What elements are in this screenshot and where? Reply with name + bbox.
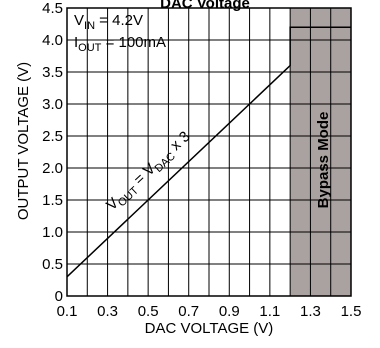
y-tick-label: 4.5 — [42, 0, 63, 17]
y-tick-label: 2.0 — [42, 160, 63, 177]
chart-title: DAC Voltage — [160, 0, 250, 12]
y-axis-label: OUTPUT VOLTAGE (V) — [15, 62, 32, 220]
x-tick-labels: 0.1 0.3 0.5 0.7 0.9 1.1 1.3 1.5 — [57, 303, 362, 320]
plot-frame — [66, 7, 352, 297]
y-tick-label: 3.5 — [42, 64, 63, 81]
y-tick-label: 0 — [55, 288, 63, 305]
x-tick-label: 0.1 — [57, 303, 78, 320]
y-tick-label: 0.5 — [42, 256, 63, 273]
x-tick-label: 1.5 — [341, 303, 362, 320]
y-tick-label: 2.5 — [42, 128, 63, 145]
formula-annotation: VOUT = VDAC x 3 — [103, 128, 195, 216]
vin-annotation: VIN = 4.2V — [74, 12, 143, 32]
y-tick-label: 3.0 — [42, 96, 63, 113]
x-tick-label: 0.3 — [97, 303, 118, 320]
y-tick-label: 1.0 — [42, 224, 63, 241]
x-tick-label: 1.3 — [300, 303, 321, 320]
series-line — [66, 26, 351, 278]
x-tick-label: 0.9 — [219, 303, 240, 320]
x-tick-label: 0.5 — [138, 303, 159, 320]
x-tick-label: 0.7 — [178, 303, 199, 320]
x-tick-label: 1.1 — [259, 303, 280, 320]
y-tick-label: 1.5 — [42, 192, 63, 209]
bypass-region — [290, 8, 351, 296]
y-tick-label: 4.0 — [42, 32, 63, 49]
x-axis-label: DAC VOLTAGE (V) — [145, 320, 274, 337]
bypass-mode-label: Bypass Mode — [315, 112, 332, 209]
y-tick-labels: 0 0.5 1.0 1.5 2.0 2.5 3.0 3.5 4.0 4.5 — [42, 0, 63, 305]
iout-annotation: IOUT = 100mA — [74, 34, 166, 54]
